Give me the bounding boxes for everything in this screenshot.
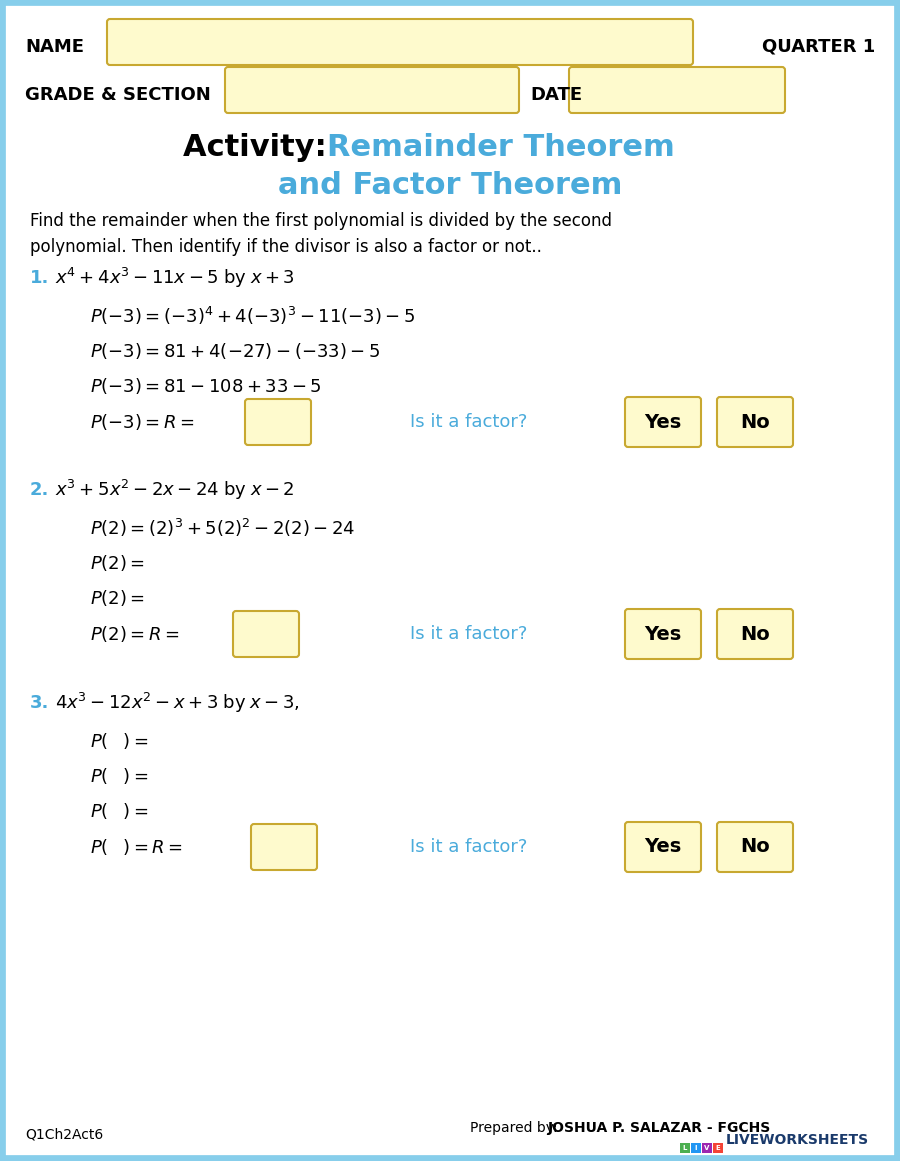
Text: Yes: Yes: [644, 412, 681, 432]
Text: and Factor Theorem: and Factor Theorem: [278, 171, 622, 200]
FancyBboxPatch shape: [251, 824, 317, 870]
Text: 1.: 1.: [30, 269, 50, 287]
FancyBboxPatch shape: [717, 397, 793, 447]
Text: $P(2) = R =$: $P(2) = R =$: [90, 623, 180, 644]
Text: L: L: [683, 1145, 688, 1151]
Text: $P(2) =$: $P(2) =$: [90, 587, 145, 608]
Text: $P(-3) = (-3)^4 + 4(-3)^3 - 11(-3) - 5$: $P(-3) = (-3)^4 + 4(-3)^3 - 11(-3) - 5$: [90, 305, 415, 327]
Text: $x^4 + 4x^3 - 11x - 5\;\mathrm{by}\;x + 3$: $x^4 + 4x^3 - 11x - 5\;\mathrm{by}\;x + …: [55, 266, 295, 290]
Text: Remainder Theorem: Remainder Theorem: [327, 134, 675, 163]
FancyBboxPatch shape: [717, 610, 793, 659]
Text: $P(\;\;\;) =$: $P(\;\;\;) =$: [90, 766, 148, 786]
Text: QUARTER 1: QUARTER 1: [761, 38, 875, 56]
Text: $P(2) = (2)^3 + 5(2)^2 - 2(2) - 24$: $P(2) = (2)^3 + 5(2)^2 - 2(2) - 24$: [90, 517, 356, 539]
Text: JOSHUA P. SALAZAR - FGCHS: JOSHUA P. SALAZAR - FGCHS: [548, 1122, 771, 1135]
Text: 3.: 3.: [30, 694, 50, 712]
FancyBboxPatch shape: [625, 822, 701, 872]
Text: Find the remainder when the first polynomial is divided by the second
polynomial: Find the remainder when the first polyno…: [30, 212, 612, 257]
FancyBboxPatch shape: [691, 1142, 701, 1153]
Text: $P(\;\;\;) =$: $P(\;\;\;) =$: [90, 801, 148, 821]
FancyBboxPatch shape: [713, 1142, 723, 1153]
FancyBboxPatch shape: [680, 1142, 690, 1153]
FancyBboxPatch shape: [717, 822, 793, 872]
FancyBboxPatch shape: [245, 399, 311, 445]
Text: No: No: [740, 625, 770, 643]
Text: Activity:: Activity:: [183, 134, 338, 163]
Text: $4x^3 - 12x^2 - x + 3\;\mathrm{by}\;x - 3,$: $4x^3 - 12x^2 - x + 3\;\mathrm{by}\;x - …: [55, 691, 300, 715]
Text: Is it a factor?: Is it a factor?: [410, 625, 527, 643]
Text: Prepared by:: Prepared by:: [470, 1122, 562, 1135]
Text: NAME: NAME: [25, 38, 84, 56]
Text: V: V: [705, 1145, 710, 1151]
Text: $P(-3) = 81 - 108 + 33 - 5$: $P(-3) = 81 - 108 + 33 - 5$: [90, 376, 322, 396]
Text: Is it a factor?: Is it a factor?: [410, 413, 527, 431]
FancyBboxPatch shape: [233, 611, 299, 657]
Text: $P(\;\;\;) =$: $P(\;\;\;) =$: [90, 731, 148, 751]
FancyBboxPatch shape: [225, 67, 519, 113]
Text: DATE: DATE: [530, 86, 582, 104]
Text: No: No: [740, 837, 770, 857]
FancyBboxPatch shape: [107, 19, 693, 65]
Text: $P(2) =$: $P(2) =$: [90, 553, 145, 574]
FancyBboxPatch shape: [625, 397, 701, 447]
Text: I: I: [695, 1145, 698, 1151]
Text: GRADE & SECTION: GRADE & SECTION: [25, 86, 211, 104]
Text: $P(\;\;\;) = R =$: $P(\;\;\;) = R =$: [90, 837, 183, 857]
Text: 2.: 2.: [30, 481, 50, 499]
Text: E: E: [716, 1145, 720, 1151]
Text: Is it a factor?: Is it a factor?: [410, 838, 527, 856]
Text: Yes: Yes: [644, 837, 681, 857]
Text: Yes: Yes: [644, 625, 681, 643]
Text: $P(-3) = 81 + 4(-27) - (-33) - 5$: $P(-3) = 81 + 4(-27) - (-33) - 5$: [90, 341, 380, 361]
Text: LIVEWORKSHEETS: LIVEWORKSHEETS: [726, 1133, 869, 1147]
Text: $x^3 + 5x^2 - 2x - 24\;\mathrm{by}\;x - 2$: $x^3 + 5x^2 - 2x - 24\;\mathrm{by}\;x - …: [55, 478, 294, 502]
Text: $P(-3) = R =$: $P(-3) = R =$: [90, 412, 194, 432]
Text: Q1Ch2Act6: Q1Ch2Act6: [25, 1128, 104, 1142]
FancyBboxPatch shape: [625, 610, 701, 659]
FancyBboxPatch shape: [569, 67, 785, 113]
FancyBboxPatch shape: [702, 1142, 712, 1153]
Text: No: No: [740, 412, 770, 432]
